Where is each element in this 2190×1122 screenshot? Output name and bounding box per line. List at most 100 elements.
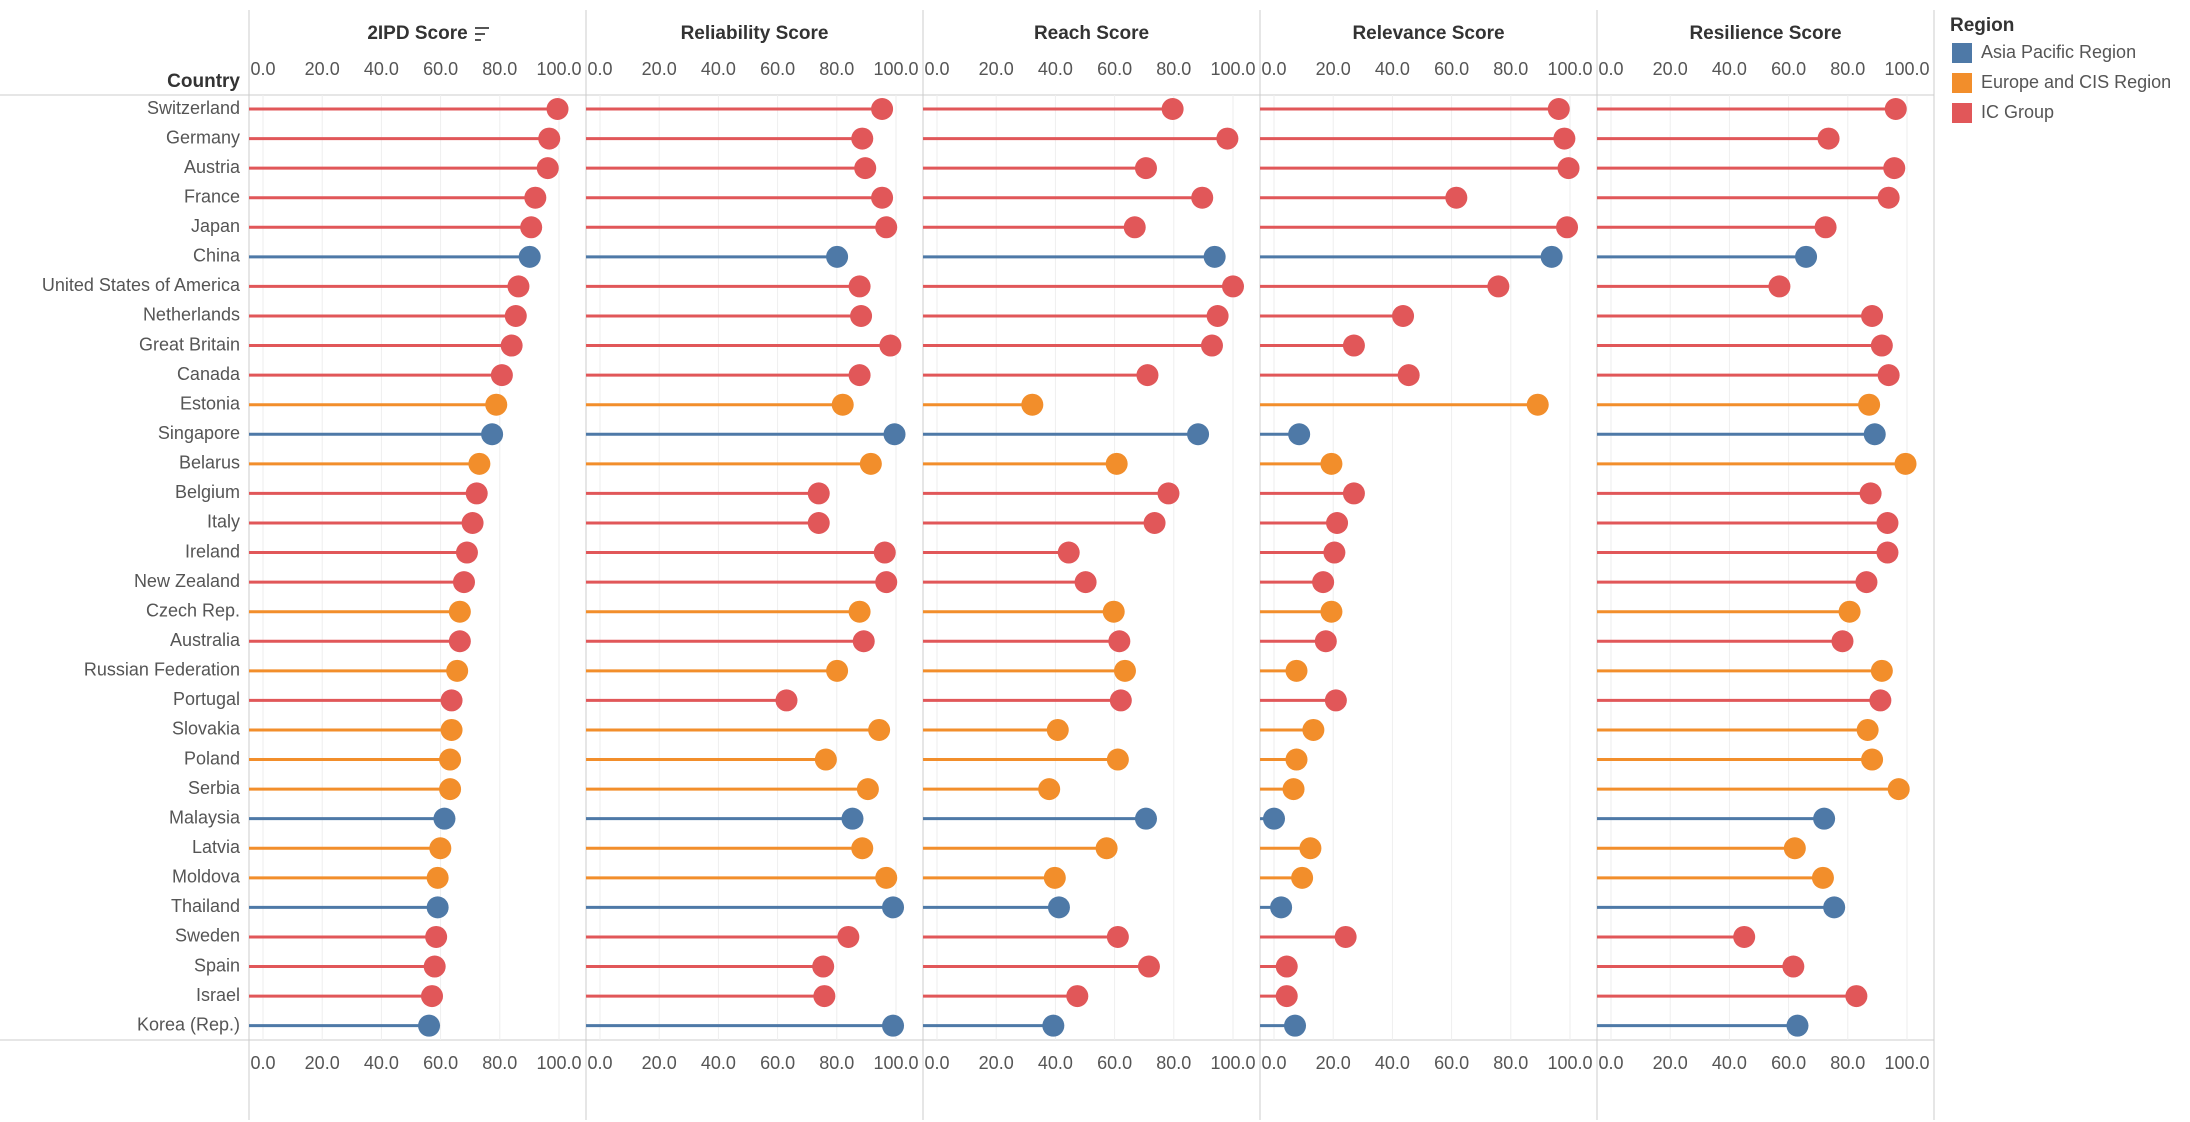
panel-title: 2IPD Score	[367, 23, 467, 44]
lollipop-dot	[440, 689, 463, 712]
lollipop-dot	[485, 393, 508, 416]
lollipop-dot	[1191, 186, 1214, 209]
country-label: Japan	[191, 216, 240, 236]
lollipop-dot	[536, 157, 559, 180]
x-tick-label: 0.0	[1261, 59, 1286, 79]
lollipop-dot	[455, 541, 478, 564]
x-tick-label: 100.0	[1547, 1053, 1592, 1073]
lollipop-dot	[426, 896, 449, 919]
x-tick-label: 60.0	[1434, 59, 1469, 79]
country-label: Spain	[194, 955, 240, 975]
lollipop-dot	[875, 216, 898, 239]
x-tick-label: 60.0	[760, 59, 795, 79]
lollipop-dot	[1095, 837, 1118, 860]
lollipop-dot	[850, 304, 873, 327]
lollipop-dot	[1334, 925, 1357, 948]
lollipop-dot	[1057, 541, 1080, 564]
lollipop-dot	[1222, 275, 1244, 298]
x-tick-label: 80.0	[1493, 59, 1528, 79]
x-tick-label: 80.0	[1830, 59, 1865, 79]
lollipop-dot	[1392, 304, 1415, 327]
country-label: Korea (Rep.)	[137, 1014, 240, 1034]
lollipop-dot	[1540, 245, 1563, 268]
x-tick-label: 40.0	[1038, 59, 1073, 79]
legend-label: Europe and CIS Region	[1981, 72, 2171, 92]
lollipop-dot	[1795, 245, 1818, 268]
lollipop-dot	[871, 186, 894, 209]
lollipop-dot	[1733, 925, 1756, 948]
country-label: Austria	[184, 157, 241, 177]
x-tick-label: 0.0	[1261, 1053, 1286, 1073]
x-tick-label: 20.0	[979, 59, 1014, 79]
x-tick-label: 20.0	[979, 1053, 1014, 1073]
country-label: France	[184, 186, 240, 206]
x-tick-label: 0.0	[587, 59, 612, 79]
lollipop-dot	[423, 955, 446, 978]
lollipop-dot	[1786, 1014, 1809, 1037]
x-tick-label: 100.0	[873, 59, 918, 79]
lollipop-dot	[1161, 98, 1184, 120]
lollipop-dot	[871, 98, 894, 120]
x-tick-label: 20.0	[1653, 59, 1688, 79]
country-label: Israel	[196, 985, 240, 1005]
x-tick-label: 0.0	[924, 1053, 949, 1073]
country-label: Latvia	[192, 837, 241, 857]
legend-swatch	[1952, 43, 1972, 63]
lollipop-dot	[1876, 541, 1899, 564]
lollipop-dot	[1187, 423, 1210, 446]
x-tick-label: 20.0	[1653, 1053, 1688, 1073]
lollipop-dot	[1302, 718, 1325, 741]
x-tick-label: 80.0	[1493, 1053, 1528, 1073]
legend-title: Region	[1950, 15, 2014, 36]
lollipop-dot	[1877, 186, 1900, 209]
lollipop-dot	[448, 600, 471, 623]
country-label: Switzerland	[147, 98, 240, 118]
lollipop-dot	[882, 1014, 905, 1037]
lollipop-dot	[439, 778, 462, 801]
country-label: Thailand	[171, 896, 240, 916]
lollipop-dot	[1782, 955, 1805, 978]
lollipop-dot	[538, 127, 561, 150]
x-tick-label: 40.0	[701, 59, 736, 79]
x-tick-label: 40.0	[1375, 1053, 1410, 1073]
lollipop-dot	[1883, 157, 1906, 180]
lollipop-dot	[826, 659, 849, 682]
lollipop-dot	[807, 482, 830, 505]
x-tick-label: 60.0	[1097, 1053, 1132, 1073]
lollipop-dot	[812, 955, 835, 978]
lollipop-dot	[504, 304, 527, 327]
lollipop-dot	[1157, 482, 1180, 505]
lollipop-dot	[1314, 630, 1337, 653]
lollipop-dot	[520, 216, 543, 239]
lollipop-dot	[1547, 98, 1570, 120]
lollipop-dot	[1877, 364, 1900, 387]
lollipop-dot	[1299, 837, 1322, 860]
country-label: New Zealand	[134, 571, 240, 591]
lollipop-dot	[841, 807, 864, 830]
lollipop-dot	[775, 689, 798, 712]
country-label: Ireland	[185, 541, 240, 561]
lollipop-dot	[1285, 748, 1308, 771]
lollipop-dot	[1203, 245, 1226, 268]
country-label: Italy	[207, 512, 240, 532]
x-tick-label: 100.0	[1547, 59, 1592, 79]
legend-label: Asia Pacific Region	[1981, 42, 2136, 62]
lollipop-dot	[1838, 600, 1861, 623]
row-header: Country	[167, 71, 240, 92]
lollipop-dot	[1326, 511, 1349, 534]
lollipop-dot	[826, 245, 849, 268]
lollipop-dot	[856, 778, 879, 801]
x-tick-label: 40.0	[1712, 59, 1747, 79]
lollipop-dot	[1320, 600, 1343, 623]
lollipop-dot	[1831, 630, 1854, 653]
lollipop-dot	[429, 837, 452, 860]
country-label: Serbia	[188, 778, 241, 798]
lollipop-dot	[439, 748, 462, 771]
legend-swatch	[1952, 103, 1972, 123]
lollipop-dot	[1870, 334, 1893, 357]
lollipop-dot	[1526, 393, 1549, 416]
lollipop-dot	[848, 600, 871, 623]
lollipop-dot	[1288, 423, 1311, 446]
x-tick-label: 20.0	[305, 59, 340, 79]
